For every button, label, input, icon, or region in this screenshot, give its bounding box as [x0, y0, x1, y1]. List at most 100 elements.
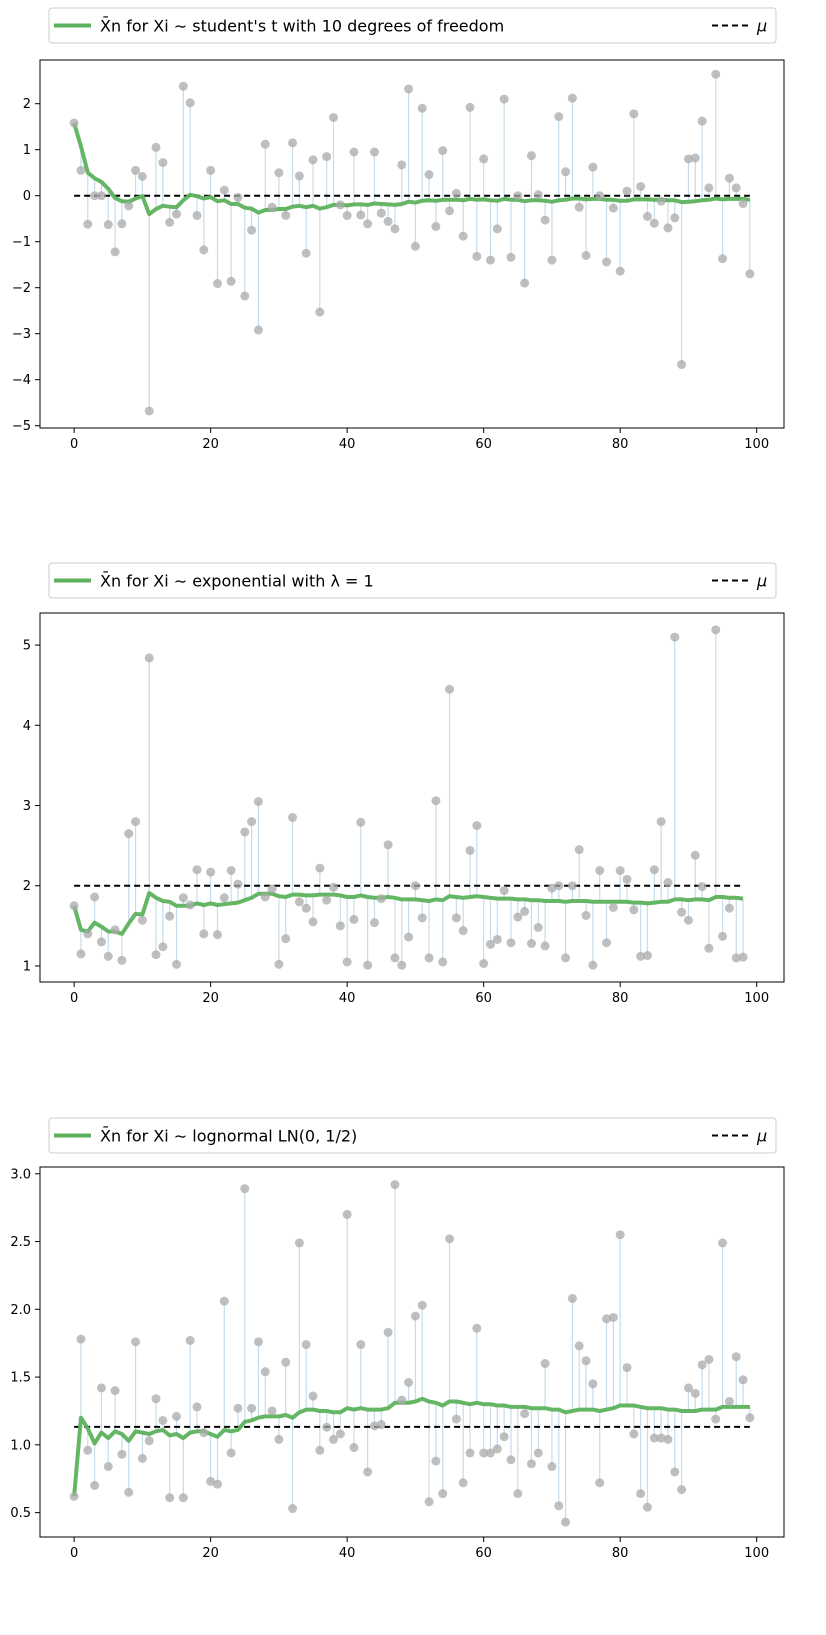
y-tick-label: 2.0	[10, 1303, 31, 1318]
sample-point	[172, 1411, 182, 1421]
sample-point	[281, 210, 291, 220]
sample-point	[308, 155, 318, 165]
sample-point	[472, 1323, 482, 1333]
sample-point	[492, 224, 502, 234]
sample-point	[206, 1476, 216, 1486]
sample-point	[451, 913, 461, 923]
sample-point	[172, 209, 182, 219]
y-tick-label: 1.5	[10, 1371, 31, 1386]
sample-point	[363, 960, 373, 970]
sample-point	[329, 882, 339, 892]
legend-box	[48, 1117, 777, 1154]
sample-point	[288, 1504, 298, 1514]
sample-point	[274, 1434, 284, 1444]
sample-point	[83, 929, 93, 939]
sample-point	[212, 1479, 222, 1489]
sample-point	[267, 884, 277, 894]
sample-point	[554, 881, 564, 891]
sample-point	[260, 139, 270, 149]
y-tick-label: 1	[23, 959, 31, 974]
sample-point	[90, 191, 100, 201]
legend-mean-dist: lognormal LN(0, 1/2)	[192, 1127, 357, 1146]
y-tick-label: −1	[12, 235, 31, 250]
sample-point	[390, 953, 400, 963]
x-tick-label: 20	[202, 991, 219, 1006]
sample-point	[69, 118, 79, 128]
sample-point	[506, 1455, 516, 1465]
sample-point	[356, 817, 366, 827]
sample-point	[96, 937, 106, 947]
sample-point	[219, 1296, 229, 1306]
sample-point	[520, 906, 530, 916]
legend-mean-prefix: X̄n for Xi ∼	[100, 572, 192, 591]
sample-point	[690, 153, 700, 163]
sample-point	[608, 203, 618, 213]
sample-point	[69, 1491, 79, 1501]
sample-point	[642, 211, 652, 221]
sample-point	[431, 1456, 441, 1466]
sample-point	[731, 183, 741, 193]
legend-box	[48, 562, 777, 599]
sample-point	[294, 1238, 304, 1248]
sample-point	[404, 1377, 414, 1387]
sample-point	[96, 191, 106, 201]
sample-point	[172, 959, 182, 969]
sample-point	[253, 797, 263, 807]
sample-point	[431, 222, 441, 232]
sample-point	[670, 632, 680, 642]
legend-mu-label: μ	[756, 572, 767, 591]
sample-point	[253, 325, 263, 335]
sample-point	[602, 938, 612, 948]
sample-point	[206, 165, 216, 175]
sample-point	[178, 81, 188, 91]
sample-point	[124, 201, 134, 211]
sample-point	[76, 165, 86, 175]
sample-point	[83, 219, 93, 229]
sample-point	[670, 1467, 680, 1477]
sample-point	[212, 930, 222, 940]
sample-point	[499, 1432, 509, 1442]
sample-point	[670, 213, 680, 223]
sample-point	[165, 1493, 175, 1503]
sample-point	[233, 193, 243, 203]
sample-point	[526, 151, 536, 161]
sample-point	[69, 901, 79, 911]
sample-point	[274, 168, 284, 178]
sample-point	[397, 960, 407, 970]
legend-mean-label: X̄n for Xi ∼ exponential with λ = 1	[100, 572, 374, 591]
sample-point	[745, 1413, 755, 1423]
sample-point	[656, 817, 666, 827]
x-tick-label: 0	[70, 1546, 78, 1561]
sample-point	[131, 1337, 141, 1347]
sample-point	[165, 911, 175, 921]
sample-point	[547, 883, 557, 893]
sample-point	[76, 1334, 86, 1344]
sample-point	[499, 94, 509, 104]
sample-point	[465, 1448, 475, 1458]
sample-point	[445, 684, 455, 694]
sample-point	[533, 190, 543, 200]
legend-mean-dist: student's t with 10 degrees of freedom	[192, 17, 504, 36]
sample-point	[547, 255, 557, 265]
sample-point	[677, 1485, 687, 1495]
sample-point	[117, 1449, 127, 1459]
sample-point	[137, 915, 147, 925]
sample-point	[247, 817, 257, 827]
sample-point	[677, 360, 687, 370]
sample-point	[697, 882, 707, 892]
x-tick-label: 0	[70, 991, 78, 1006]
sample-point	[240, 291, 250, 301]
sample-point	[642, 1502, 652, 1512]
sample-point	[158, 158, 168, 168]
sample-point	[472, 821, 482, 831]
sample-point	[376, 894, 386, 904]
sample-point	[199, 929, 209, 939]
sample-point	[315, 1445, 325, 1455]
sample-point	[137, 171, 147, 181]
sample-point	[178, 1493, 188, 1503]
legend-mean-prefix: X̄n for Xi ∼	[100, 1127, 192, 1146]
sample-point	[151, 1394, 161, 1404]
sample-point	[212, 279, 222, 289]
y-tick-label: −4	[12, 373, 31, 388]
sample-point	[335, 921, 345, 931]
